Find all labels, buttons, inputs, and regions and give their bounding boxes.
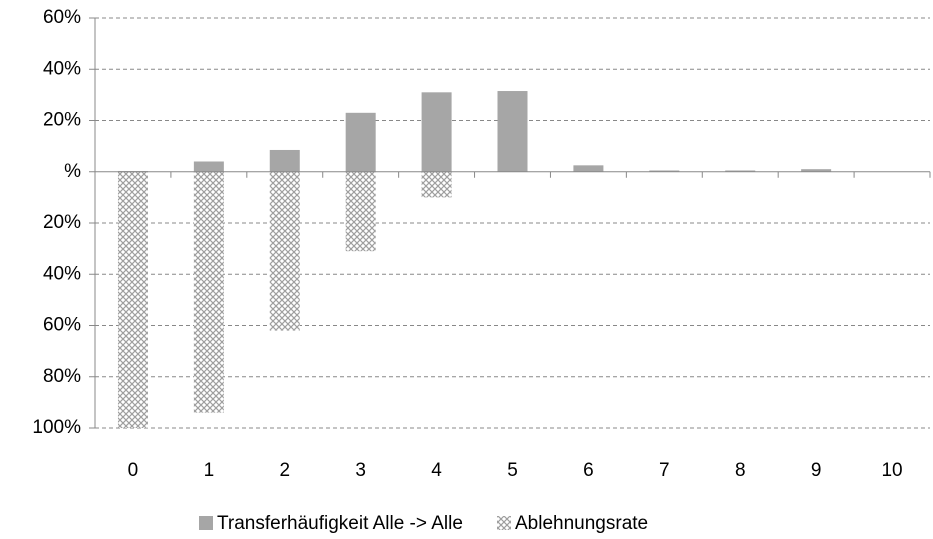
bar [725, 170, 756, 172]
x-tick-label: 8 [735, 460, 746, 481]
legend-swatch [497, 516, 511, 530]
legend-label: Transferhäufigkeit Alle -> Alle [217, 513, 463, 534]
bar [497, 91, 528, 172]
x-tick-label: 6 [583, 460, 594, 481]
y-tick-label: 80% [43, 366, 81, 387]
x-tick-label: 1 [204, 460, 215, 481]
y-tick-label: 60% [43, 315, 81, 336]
y-tick-label: % [64, 161, 81, 182]
x-tick-label: 9 [811, 460, 822, 481]
bar [193, 161, 224, 172]
x-tick-label: 7 [659, 460, 670, 481]
legend-label: Ablehnungsrate [515, 513, 648, 534]
x-tick-label: 5 [507, 460, 518, 481]
y-tick-label: 20% [43, 110, 81, 131]
bar [117, 171, 148, 428]
y-tick-label: 20% [43, 212, 81, 233]
x-tick-label: 2 [279, 460, 290, 481]
bar [345, 171, 376, 252]
y-tick-label: 60% [43, 7, 81, 28]
x-tick-label: 4 [431, 460, 442, 481]
y-tick-label: 100% [32, 417, 81, 438]
bar [345, 112, 376, 172]
x-tick-label: 3 [355, 460, 366, 481]
y-tick-label: 40% [43, 263, 81, 284]
bar [801, 169, 832, 172]
x-tick-label: 0 [128, 460, 139, 481]
bar [269, 149, 300, 172]
bar [649, 170, 680, 172]
legend-swatch [199, 516, 213, 530]
bar [269, 171, 300, 331]
y-tick-label: 40% [43, 58, 81, 79]
bar [421, 92, 452, 172]
bar [573, 165, 604, 172]
x-tick-label: 10 [881, 460, 902, 481]
bar [193, 171, 224, 413]
bar [421, 171, 452, 198]
